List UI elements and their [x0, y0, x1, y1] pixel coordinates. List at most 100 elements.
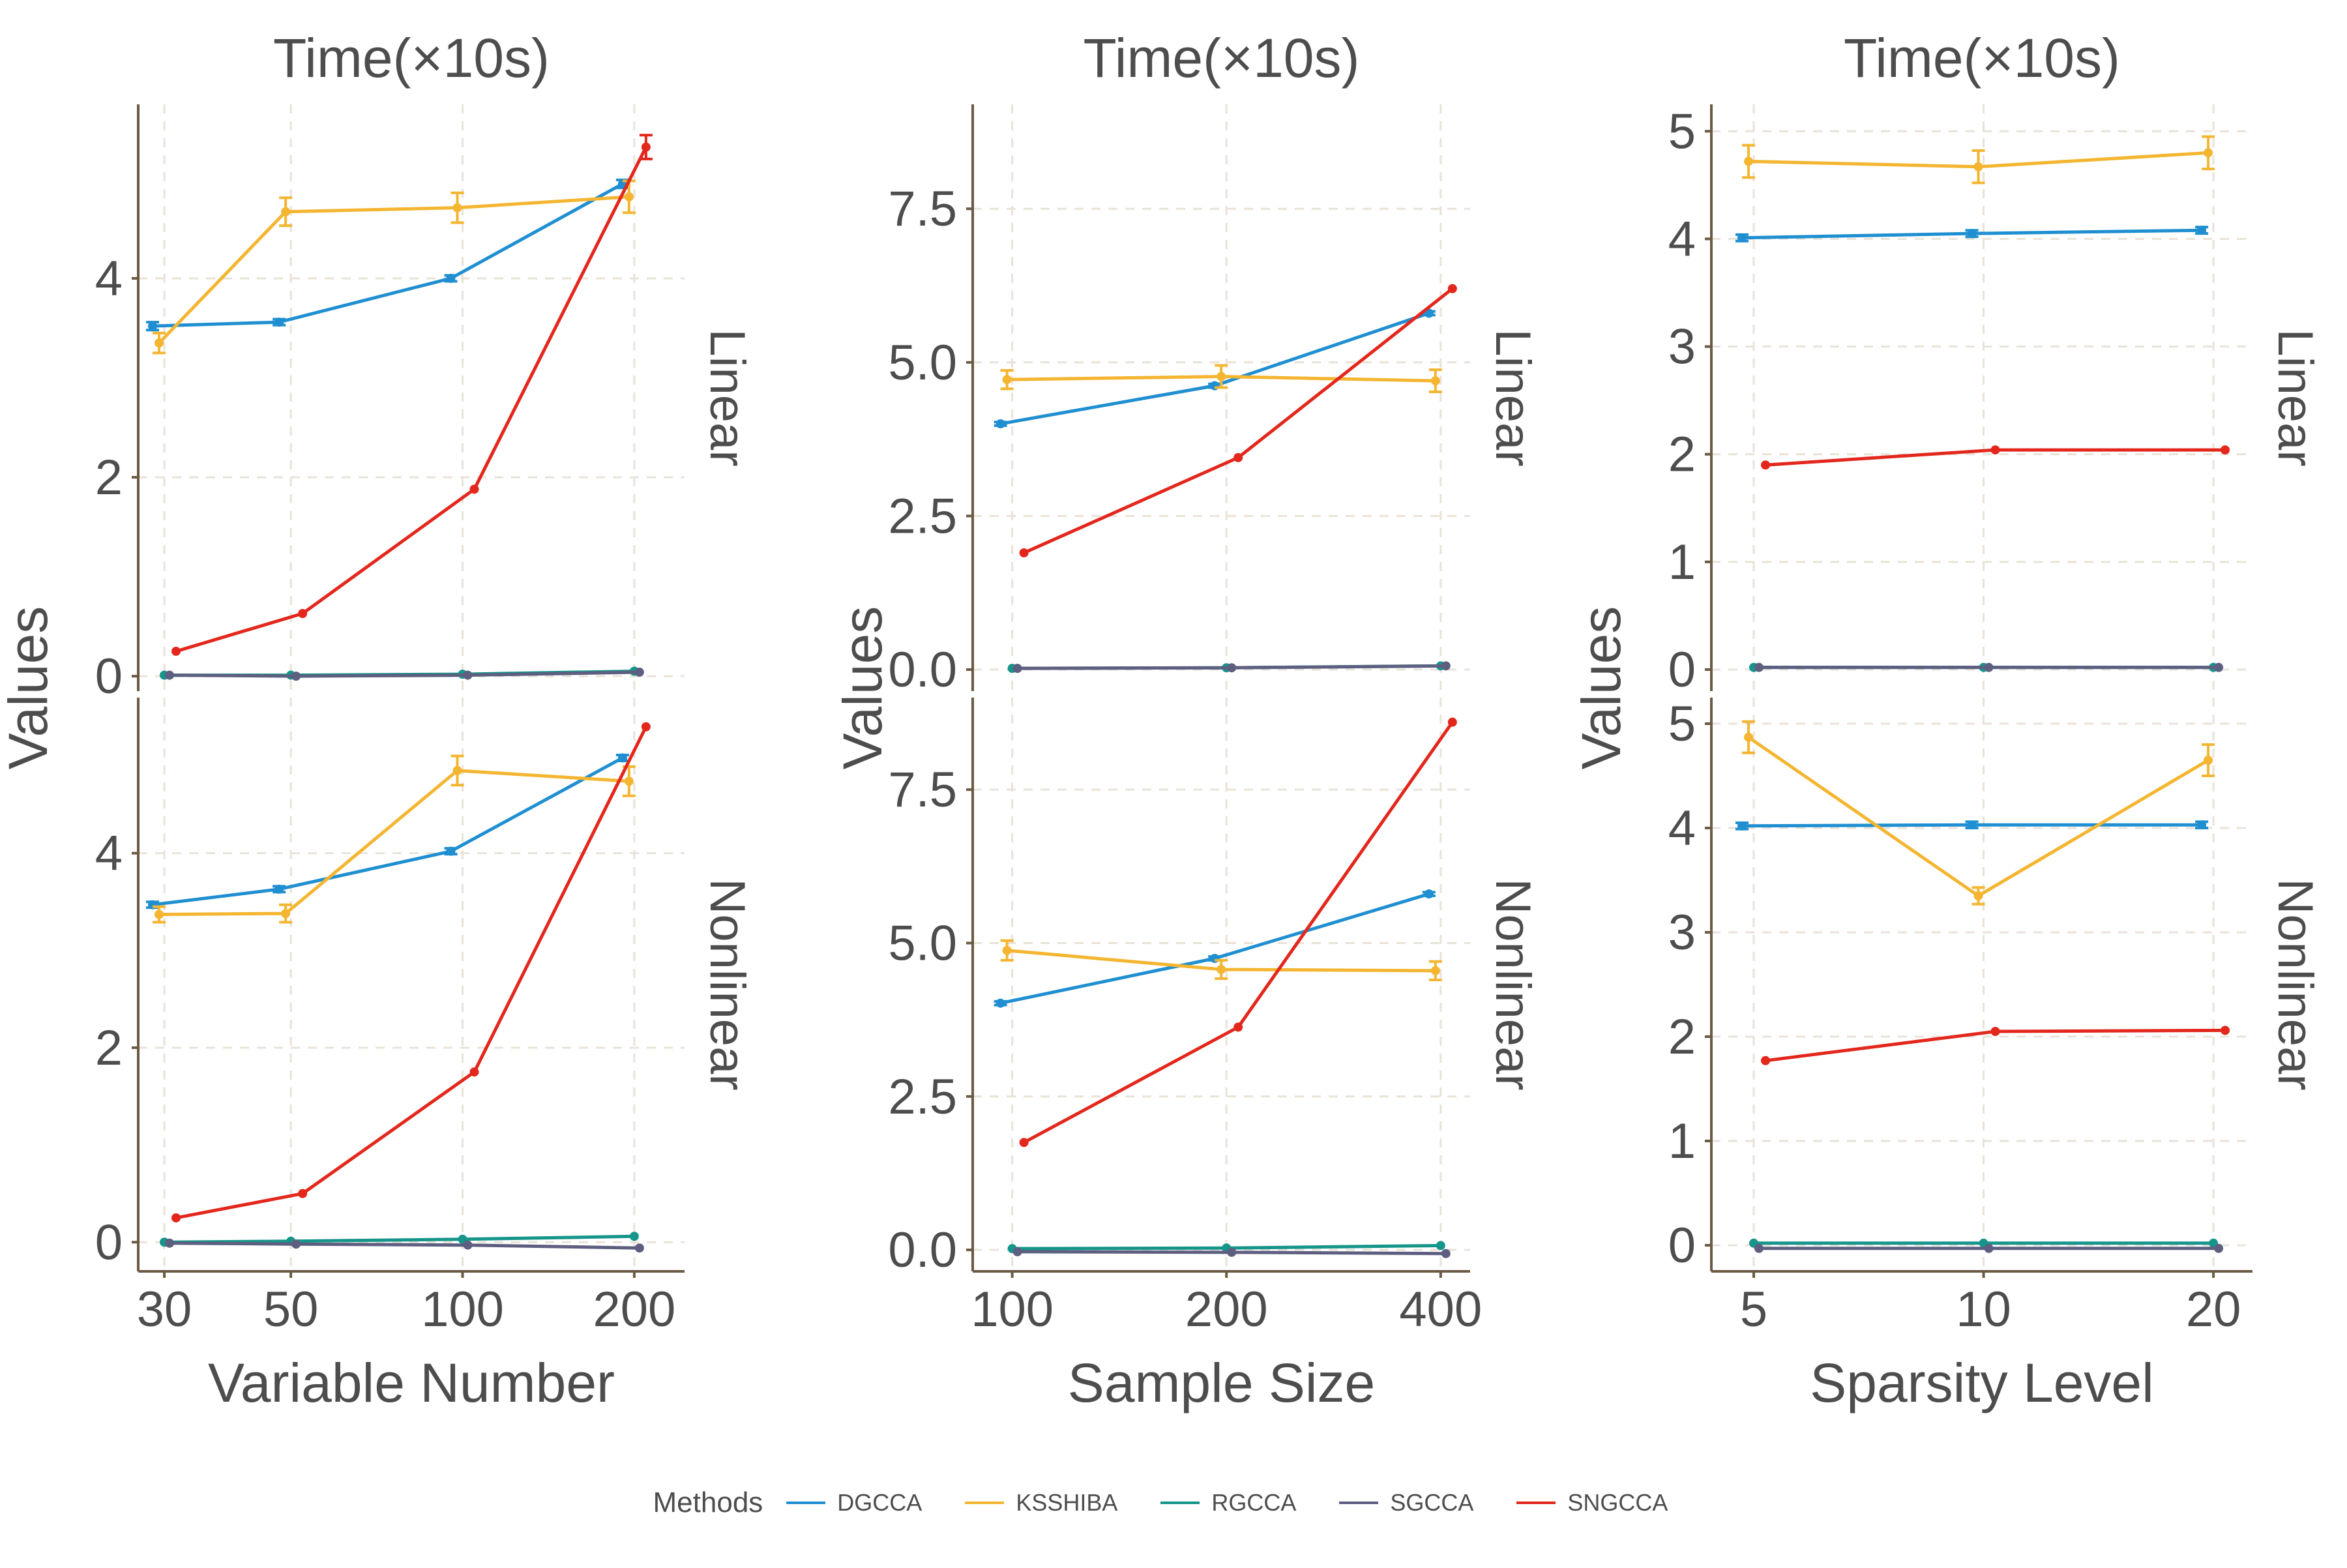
data-point-sngcca — [2221, 445, 2230, 455]
data-point-dgcca — [1210, 381, 1220, 391]
strip-label-linear: Linear — [2267, 329, 2323, 466]
y-tick-label: 2 — [1668, 1009, 1696, 1065]
y-tick-label: 5.0 — [888, 915, 957, 971]
legend-title: Methods — [653, 1487, 763, 1518]
data-point-sngcca — [171, 646, 181, 656]
series-line-dgcca — [152, 182, 624, 328]
x-axis-title: Variable Number — [208, 1352, 615, 1413]
y-tick-label: 7.5 — [888, 762, 957, 818]
data-point-ksshiba — [1217, 372, 1226, 381]
legend: Methods DGCCA KSSHIBA RGCCA SGCCA SNGCCA — [0, 1483, 2347, 1522]
y-tick-label: 1 — [1668, 1114, 1696, 1169]
legend-label-sgcca: SGCCA — [1390, 1489, 1474, 1516]
x-tick-label: 100 — [421, 1282, 504, 1337]
data-point-sgcca — [634, 668, 644, 677]
y-tick-label: 7.5 — [888, 181, 957, 237]
legend-item-rgcca: RGCCA — [1160, 1489, 1296, 1516]
x-tick-label: 200 — [1185, 1282, 1268, 1337]
y-tick-label: 4 — [95, 826, 123, 881]
data-point-dgcca — [996, 419, 1005, 429]
data-point-sgcca — [1012, 1247, 1022, 1256]
y-tick-label: 2 — [95, 1020, 123, 1076]
data-point-sgcca — [2214, 662, 2224, 672]
series-line-sgcca — [170, 670, 640, 678]
y-tick-label: 1 — [1668, 535, 1696, 590]
y-tick-label: 0 — [95, 649, 123, 704]
strip-label-linear: Linear — [700, 329, 755, 466]
panel-nonlinear: 0.0 2.5 5.0 7.5 Nonlinear — [888, 698, 1541, 1278]
y-tick-label: 3 — [1668, 319, 1696, 375]
data-point-sgcca — [291, 672, 301, 681]
data-point-dgcca — [1967, 229, 1977, 239]
y-tick-label: 2 — [1668, 427, 1696, 482]
data-point-dgcca — [274, 318, 284, 327]
data-point-ksshiba — [281, 207, 291, 216]
data-point-dgcca — [274, 884, 284, 894]
series-line-ksshiba — [158, 195, 630, 344]
data-point-sngcca — [641, 722, 651, 732]
y-axis-title: Values — [832, 606, 893, 770]
data-point-rgcca — [458, 1234, 467, 1244]
data-point-dgcca — [1737, 821, 1747, 831]
legend-item-ksshiba: KSSHIBA — [965, 1489, 1117, 1516]
y-tick-label: 2 — [95, 450, 123, 505]
data-point-ksshiba — [624, 777, 634, 786]
data-point-ksshiba — [1973, 891, 1983, 900]
series-line-ksshiba — [159, 769, 630, 917]
data-point-sgcca — [291, 1239, 301, 1249]
data-point-rgcca — [1436, 1241, 1445, 1250]
y-tick-label: 2.5 — [888, 1069, 957, 1125]
x-tick-label: 20 — [2186, 1282, 2241, 1337]
y-tick-label: 0.0 — [888, 642, 957, 698]
legend-key-rgcca — [1160, 1501, 1200, 1504]
legend-key-dgcca — [786, 1501, 826, 1504]
data-point-dgcca — [996, 998, 1005, 1008]
data-point-sngcca — [171, 1213, 181, 1222]
data-point-sgcca — [1754, 1243, 1764, 1253]
data-point-sgcca — [1984, 662, 1994, 672]
data-point-ksshiba — [2204, 756, 2213, 765]
series-line-dgcca — [1000, 312, 1430, 426]
x-tick-label: 5 — [1740, 1282, 1767, 1337]
y-tick-label: 5.0 — [888, 335, 957, 391]
series-line-sngcca — [175, 146, 648, 653]
series-line-dgcca — [152, 756, 624, 907]
chart-3: Time(×10s) 0 1 2 3 4 5 Linear 0 1 2 3 4 5 Nonlinear 5 10… — [1571, 27, 2323, 1413]
data-point-sgcca — [1754, 662, 1764, 672]
strip-label-nonlinear: Nonlinear — [2267, 878, 2323, 1090]
data-point-sgcca — [165, 1238, 175, 1248]
y-tick-label: 0.0 — [888, 1222, 957, 1278]
chart-title: Time(×10s) — [1844, 27, 2120, 89]
data-point-sgcca — [1012, 664, 1022, 673]
panel-linear: 0.0 2.5 5.0 7.5 Linear — [888, 104, 1541, 698]
y-axis-title: Values — [0, 606, 59, 770]
legend-label-ksshiba: KSSHIBA — [1016, 1489, 1118, 1516]
data-point-sngcca — [1447, 284, 1457, 293]
series-line-sgcca — [170, 1241, 640, 1250]
data-point-ksshiba — [1002, 945, 1012, 955]
series-line-sngcca — [1023, 721, 1454, 1144]
data-point-sngcca — [1233, 452, 1243, 462]
x-tick-label: 50 — [263, 1282, 319, 1337]
data-point-ksshiba — [452, 203, 462, 213]
series-line-rgcca — [164, 1234, 634, 1244]
data-point-dgcca — [1737, 233, 1747, 243]
data-point-ksshiba — [281, 909, 291, 919]
data-point-sngcca — [1233, 1022, 1243, 1032]
panel-nonlinear: 0 2 4 Nonlinear — [95, 698, 755, 1271]
panel-nonlinear: 0 1 2 3 4 5 Nonlinear — [1668, 696, 2323, 1273]
legend-label-sngcca: SNGCCA — [1567, 1489, 1668, 1516]
y-axis-title: Values — [1571, 606, 1632, 770]
x-tick-label: 30 — [137, 1282, 192, 1337]
data-point-ksshiba — [1744, 156, 1754, 166]
data-point-sgcca — [1441, 661, 1451, 671]
chart-2: Time(×10s) 0.0 2.5 5.0 7.5 Linear 0.0 2.5 5.0 7.5… — [832, 27, 1541, 1413]
legend-item-dgcca: DGCCA — [786, 1489, 922, 1516]
data-point-sgcca — [1984, 1243, 1994, 1253]
data-point-sngcca — [1019, 1138, 1029, 1147]
y-tick-label: 3 — [1668, 905, 1696, 960]
data-point-dgcca — [1210, 954, 1220, 963]
data-point-ksshiba — [1430, 966, 1440, 975]
data-point-dgcca — [1424, 889, 1434, 899]
